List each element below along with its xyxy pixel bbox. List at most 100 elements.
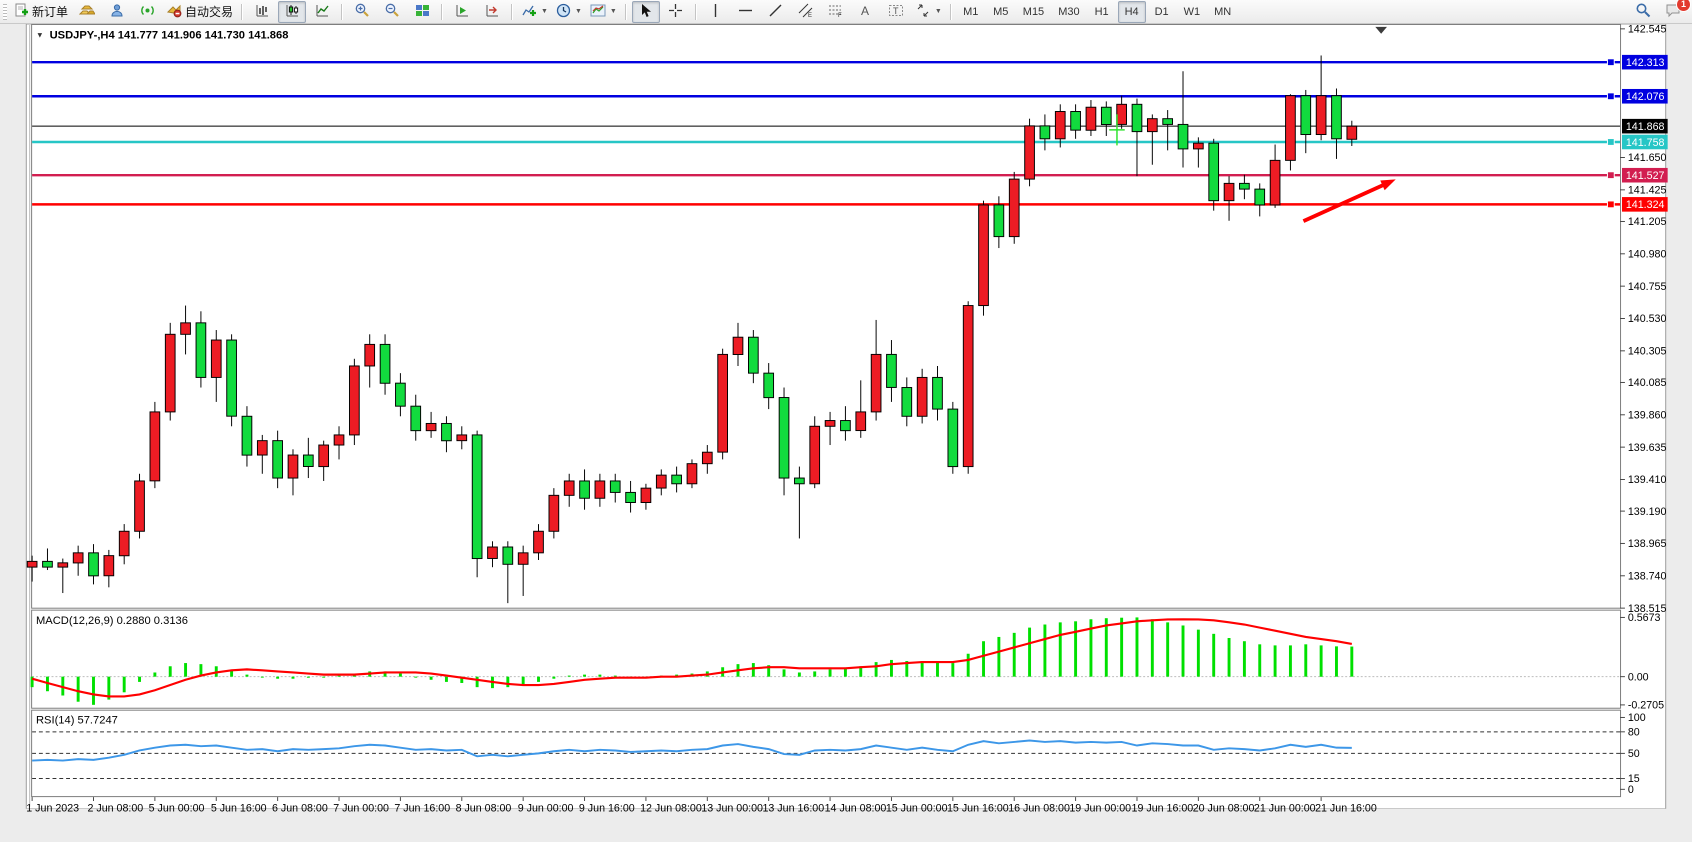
new-order-label: 新订单 (32, 5, 69, 19)
timeframe-button-M1[interactable]: M1 (957, 1, 985, 23)
price-line-label-141.758: 141.758 (1622, 134, 1668, 150)
price-tick-label: 140.305 (1628, 346, 1667, 358)
price-line-label-142.313: 142.313 (1622, 54, 1668, 70)
price-line-label-141.324: 141.324 (1622, 197, 1668, 212)
price-tick-label: 140.980 (1628, 248, 1667, 260)
horizontal-line-icon (738, 4, 753, 20)
vertical-line-tool-button[interactable] (702, 1, 730, 23)
timeframe-button-H4[interactable]: H4 (1117, 0, 1146, 23)
search-button[interactable] (1629, 1, 1657, 23)
new-order-icon (14, 3, 29, 21)
symbol-title: USDJPY-,H4 141.777 141.906 141.730 141.8… (50, 30, 289, 42)
timeframe-button-W1[interactable]: W1 (1178, 1, 1207, 23)
timeframe-button-M5[interactable]: M5 (987, 1, 1015, 23)
chart-title[interactable]: ▼ USDJPY-,H4 141.777 141.906 141.730 141.… (36, 30, 288, 42)
macd-histogram-bar (583, 674, 587, 677)
macd-histogram-bar (828, 669, 832, 677)
vertical-line-icon (709, 3, 722, 21)
time-tick-label: 15 Jun 00:00 (886, 803, 948, 815)
macd-histogram-bar (905, 661, 909, 677)
candle-body (1269, 159, 1281, 206)
macd-histogram-bar (306, 676, 310, 678)
candle-body (1331, 95, 1342, 140)
bar-chart-mode-button[interactable] (248, 1, 276, 23)
time-axis[interactable]: 1 Jun 2023 2 Jun 08:00 5 Jun 00:00 5 Jun 16… (26, 797, 1377, 815)
rsi-panel: RSI(14) 57.7247 100 80 50 150 (32, 712, 1646, 796)
arrows-icon (915, 3, 931, 21)
candle-body (42, 560, 53, 568)
label-tool-button[interactable]: T (882, 1, 910, 23)
zoom-out-button[interactable] (378, 1, 406, 23)
timeframe-button-D1[interactable]: D1 (1148, 1, 1176, 23)
timeframe-button-H1[interactable]: H1 (1088, 1, 1116, 23)
time-tick-label: 20 Jun 08:00 (1193, 803, 1255, 815)
periods-button[interactable]: ▼ (553, 1, 585, 23)
mql5-community-button[interactable] (103, 1, 131, 23)
macd-histogram-bar (138, 676, 141, 682)
fibonacci-tool-button[interactable]: F (822, 1, 850, 23)
market-button[interactable] (73, 1, 101, 23)
cursor-tool-button[interactable] (631, 0, 660, 23)
macd-histogram-bar (1028, 627, 1032, 677)
svg-text:A: A (861, 4, 869, 18)
macd-histogram-bar (767, 665, 771, 677)
candle-body (1193, 142, 1204, 150)
timeframe-button-MN[interactable]: MN (1208, 1, 1237, 23)
candle-body (1008, 178, 1020, 238)
new-order-button[interactable]: 新订单 (11, 1, 71, 23)
chart-shift-marker[interactable] (1375, 26, 1387, 34)
candle-body (349, 365, 360, 436)
timeframe-label: W1 (1183, 5, 1201, 18)
macd-histogram-bar (1273, 645, 1277, 677)
chart-window[interactable]: 142.545 141.650 141.425 141.205 140.980 140.7… (0, 23, 1692, 834)
trade-marker[interactable] (1109, 114, 1125, 146)
horizontal-level-lines[interactable] (32, 58, 1621, 209)
price-tick-label: 141.205 (1628, 216, 1667, 228)
candle-body (886, 353, 897, 388)
candlestick-mode-button[interactable] (278, 0, 307, 23)
price-tick-label: 141.425 (1628, 185, 1667, 197)
price-axis[interactable]: 142.545 141.650 141.425 141.205 140.980 140.7… (1620, 24, 1668, 615)
candle-body (1070, 111, 1081, 131)
templates-button[interactable]: ▼ (587, 1, 620, 23)
candle-body (993, 204, 1005, 238)
trendline-tool-button[interactable] (762, 1, 790, 23)
macd-axis-label: -0.2705 (1628, 700, 1664, 712)
horizontal-line-tool-button[interactable] (732, 1, 760, 23)
toolbar-grip[interactable] (3, 3, 7, 20)
chart-shift-button[interactable] (478, 1, 506, 23)
timeframe-button-M30[interactable]: M30 (1052, 1, 1085, 23)
usdjpy-h4-chart[interactable]: 142.545 141.650 141.425 141.205 140.980 140.7… (0, 23, 1692, 834)
candle-body (870, 353, 882, 413)
toolbar-separator (694, 3, 697, 20)
macd-histogram-bar (245, 674, 249, 677)
candle-body (686, 463, 698, 485)
macd-histogram-bar (1304, 644, 1308, 677)
timeframe-button-M15[interactable]: M15 (1017, 1, 1050, 23)
candle-body (1116, 103, 1127, 125)
candle-body (1285, 95, 1296, 161)
candlesticks (26, 55, 1358, 604)
macd-panel: MACD(12,26,9) 0.2880 0.3136 0.5673 0.00 -0.… (30, 612, 1664, 712)
signals-button[interactable] (133, 1, 161, 23)
channel-tool-button[interactable]: E (792, 1, 820, 23)
macd-histogram-bar (997, 636, 1001, 677)
arrows-tool-button[interactable]: ▼ (912, 1, 945, 23)
macd-label: MACD(12,26,9) 0.2880 0.3136 (36, 615, 188, 627)
indicators-button[interactable]: ▼ (518, 1, 551, 23)
auto-scroll-button[interactable] (448, 1, 476, 23)
crosshair-tool-button[interactable] (662, 1, 690, 23)
macd-histogram-bar (1258, 644, 1262, 677)
trend-arrow-annotation[interactable] (1302, 179, 1396, 223)
crosshair-icon (668, 3, 683, 21)
tile-windows-button[interactable] (408, 1, 436, 23)
rsi-label: RSI(14) 57.7247 (36, 714, 118, 726)
price-tick-label: 139.635 (1628, 442, 1667, 454)
zoom-in-button[interactable] (348, 1, 376, 23)
panel-borders (31, 24, 1622, 798)
notifications-button[interactable]: 1 (1659, 0, 1691, 23)
line-chart-mode-button[interactable] (308, 1, 336, 23)
zoom-out-icon (384, 2, 400, 21)
text-tool-button[interactable]: A (852, 1, 880, 23)
auto-trading-button[interactable]: 自动交易 (163, 1, 236, 23)
